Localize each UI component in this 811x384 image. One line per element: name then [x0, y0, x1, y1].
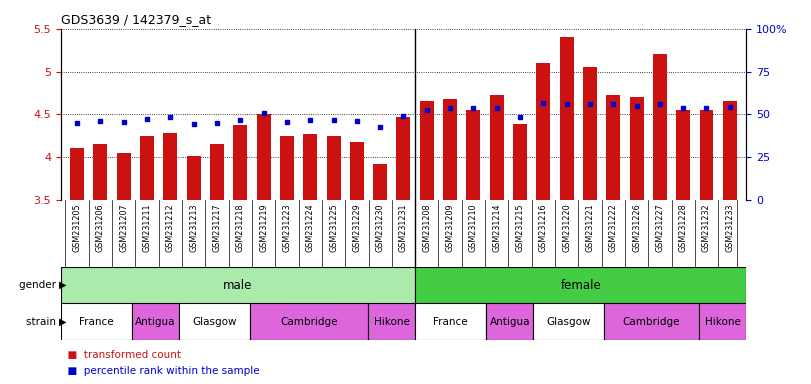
Bar	[368, 303, 415, 340]
Text: GSM231218: GSM231218	[236, 203, 245, 252]
Text: GSM231209: GSM231209	[445, 203, 455, 252]
Text: GSM231212: GSM231212	[166, 203, 175, 252]
Text: Glasgow: Glasgow	[547, 316, 591, 327]
Bar	[250, 303, 368, 340]
Text: GSM231210: GSM231210	[469, 203, 478, 252]
Bar	[723, 101, 737, 200]
Bar	[117, 153, 131, 200]
Text: GSM231233: GSM231233	[725, 203, 734, 252]
Text: ▶: ▶	[59, 280, 67, 290]
Bar	[699, 303, 746, 340]
Bar	[93, 144, 107, 200]
Text: GSM231214: GSM231214	[492, 203, 501, 252]
Text: GSM231226: GSM231226	[632, 203, 641, 252]
Bar	[397, 117, 410, 200]
Bar	[210, 144, 224, 200]
Bar	[187, 156, 200, 200]
Bar	[256, 114, 271, 200]
Text: ▶: ▶	[59, 316, 67, 327]
Bar	[327, 136, 341, 200]
Bar	[676, 110, 690, 200]
Bar	[629, 97, 644, 200]
Text: GSM231207: GSM231207	[119, 203, 128, 252]
Text: GSM231211: GSM231211	[143, 203, 152, 252]
Text: France: France	[79, 316, 114, 327]
Bar	[70, 149, 84, 200]
Text: GSM231206: GSM231206	[96, 203, 105, 252]
Bar	[163, 133, 178, 200]
Text: gender: gender	[19, 280, 59, 290]
Bar	[179, 303, 250, 340]
Text: France: France	[433, 316, 468, 327]
Text: GSM231228: GSM231228	[679, 203, 688, 252]
Bar	[560, 37, 573, 200]
Text: GSM231224: GSM231224	[306, 203, 315, 252]
Text: GSM231219: GSM231219	[260, 203, 268, 252]
Text: ■  transformed count: ■ transformed count	[61, 350, 181, 360]
Text: Antigua: Antigua	[490, 316, 530, 327]
Text: ■  percentile rank within the sample: ■ percentile rank within the sample	[61, 366, 260, 376]
Text: GSM231216: GSM231216	[539, 203, 547, 252]
Text: GSM231222: GSM231222	[609, 203, 618, 252]
Bar	[604, 303, 699, 340]
Text: male: male	[223, 279, 253, 291]
Bar	[486, 303, 534, 340]
Bar	[61, 267, 415, 303]
Text: GSM231230: GSM231230	[375, 203, 384, 252]
Bar	[303, 134, 317, 200]
Text: GSM231215: GSM231215	[516, 203, 525, 252]
Bar	[536, 63, 551, 200]
Bar	[583, 67, 597, 200]
Text: Cambridge: Cambridge	[280, 316, 337, 327]
Text: GSM231213: GSM231213	[189, 203, 198, 252]
Text: Antigua: Antigua	[135, 316, 176, 327]
Bar	[140, 136, 154, 200]
Text: Hikone: Hikone	[374, 316, 410, 327]
Bar	[653, 55, 667, 200]
Text: GSM231229: GSM231229	[352, 203, 362, 252]
Text: strain: strain	[26, 316, 59, 327]
Text: GSM231217: GSM231217	[212, 203, 221, 252]
Bar	[415, 267, 746, 303]
Bar	[513, 124, 527, 200]
Bar	[373, 164, 387, 200]
Text: GSM231227: GSM231227	[655, 203, 664, 252]
Text: GSM231231: GSM231231	[399, 203, 408, 252]
Text: GSM231225: GSM231225	[329, 203, 338, 252]
Text: GDS3639 / 142379_s_at: GDS3639 / 142379_s_at	[61, 13, 211, 26]
Text: Hikone: Hikone	[705, 316, 740, 327]
Bar	[350, 142, 364, 200]
Text: GSM231223: GSM231223	[282, 203, 291, 252]
Bar	[280, 136, 294, 200]
Text: Cambridge: Cambridge	[623, 316, 680, 327]
Text: GSM231220: GSM231220	[562, 203, 571, 252]
Text: GSM231208: GSM231208	[423, 203, 431, 252]
Bar	[443, 99, 457, 200]
Bar	[700, 110, 714, 200]
Bar	[415, 303, 486, 340]
Bar	[534, 303, 604, 340]
Bar	[234, 125, 247, 200]
Text: female: female	[560, 279, 601, 291]
Bar	[420, 101, 434, 200]
Bar	[490, 94, 504, 200]
Text: GSM231221: GSM231221	[586, 203, 594, 252]
Bar	[607, 96, 620, 200]
Text: Glasgow: Glasgow	[192, 316, 237, 327]
Bar	[466, 110, 480, 200]
Text: GSM231205: GSM231205	[73, 203, 82, 252]
Bar	[131, 303, 179, 340]
Bar	[61, 303, 131, 340]
Text: GSM231232: GSM231232	[702, 203, 711, 252]
